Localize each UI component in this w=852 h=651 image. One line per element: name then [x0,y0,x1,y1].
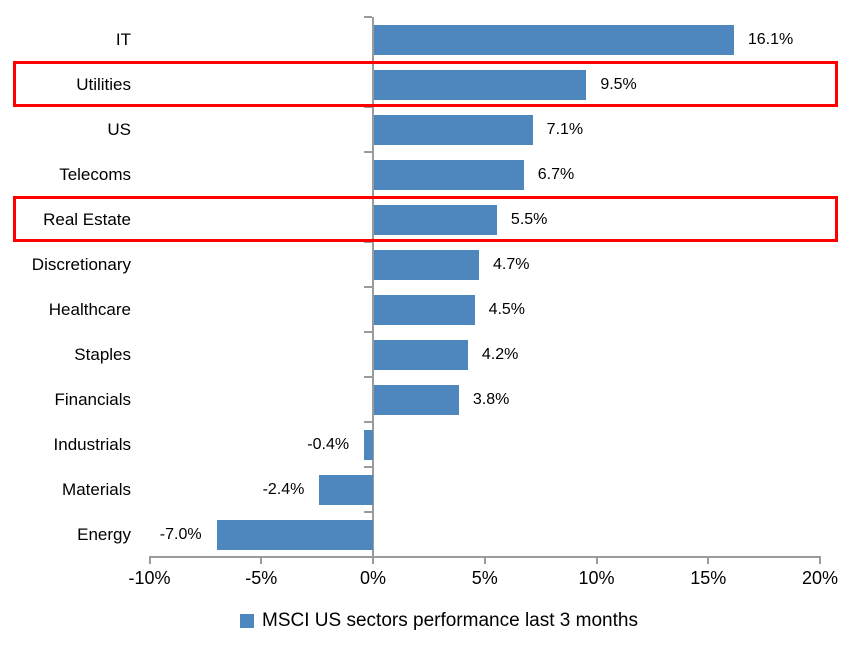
category-label-healthcare: Healthcare [48,299,131,319]
category-axis-tick [364,286,372,288]
category-axis-tick [364,376,372,378]
category-label-it: IT [115,29,131,49]
bar-industrials [364,429,373,460]
category-label-energy: Energy [77,524,131,544]
value-label-real-estate: 5.5% [510,210,548,228]
category-axis-tick [364,241,372,243]
x-axis-tick-label: 15% [690,568,727,588]
value-label-healthcare: 4.5% [488,300,526,318]
x-axis-tick [372,556,374,564]
category-label-industrials: Industrials [53,434,131,454]
zero-axis-line [372,17,374,556]
legend-label: MSCI US sectors performance last 3 month… [262,610,638,631]
value-label-energy: -7.0% [159,525,202,543]
value-label-materials: -2.4% [262,480,305,498]
bar-telecoms [374,159,524,190]
category-axis-tick [364,466,372,468]
x-axis-tick-label: 5% [471,568,498,588]
value-label-telecoms: 6.7% [537,165,575,183]
category-axis-tick [364,16,372,18]
category-label-telecoms: Telecoms [59,164,131,184]
highlight-box-utilities [13,61,838,107]
highlight-box-real-estate [13,196,838,242]
bar-real-estate [374,204,497,235]
x-axis-tick-label: -10% [128,568,171,588]
category-label-real-estate: Real Estate [43,209,131,229]
value-label-staples: 4.2% [481,345,519,363]
category-label-materials: Materials [62,479,131,499]
category-label-discretionary: Discretionary [31,254,131,274]
x-axis-tick [819,556,821,564]
category-axis-tick [364,511,372,513]
bar-discretionary [374,249,480,280]
category-label-financials: Financials [54,389,131,409]
x-axis-tick-label: 20% [801,568,839,588]
value-label-utilities: 9.5% [600,75,637,93]
category-label-utilities: Utilities [76,74,131,94]
x-axis-tick-label: -5% [245,568,278,588]
value-label-industrials: -0.4% [307,435,350,453]
value-label-discretionary: 4.7% [493,255,530,273]
value-label-it: 16.1% [747,30,794,48]
x-axis-tick [483,556,486,564]
bar-materials [319,474,373,505]
bar-staples [374,339,468,370]
category-axis-tick [364,331,372,333]
category-label-staples: Staples [74,344,131,364]
bar-us [374,114,533,145]
x-axis-tick [595,556,598,564]
chart-legend: MSCI US sectors performance last 3 month… [0,604,852,638]
x-axis-tick-label: 10% [578,568,615,588]
x-axis-tick-label: 0% [359,568,387,588]
category-axis-tick [364,151,372,153]
bar-energy [216,519,373,550]
value-label-us: 7.1% [546,120,584,138]
bar-utilities [374,69,587,100]
x-axis-tick [260,556,263,564]
x-axis-tick [148,556,151,564]
value-label-financials: 3.8% [472,390,510,408]
legend-marker-icon [240,614,255,628]
category-axis-tick [364,106,372,108]
bar-financials [374,384,459,415]
category-axis-tick [364,421,372,423]
bar-it [374,24,734,55]
category-label-us: US [107,119,131,139]
bar-healthcare [374,294,475,325]
x-axis-tick [707,556,710,564]
